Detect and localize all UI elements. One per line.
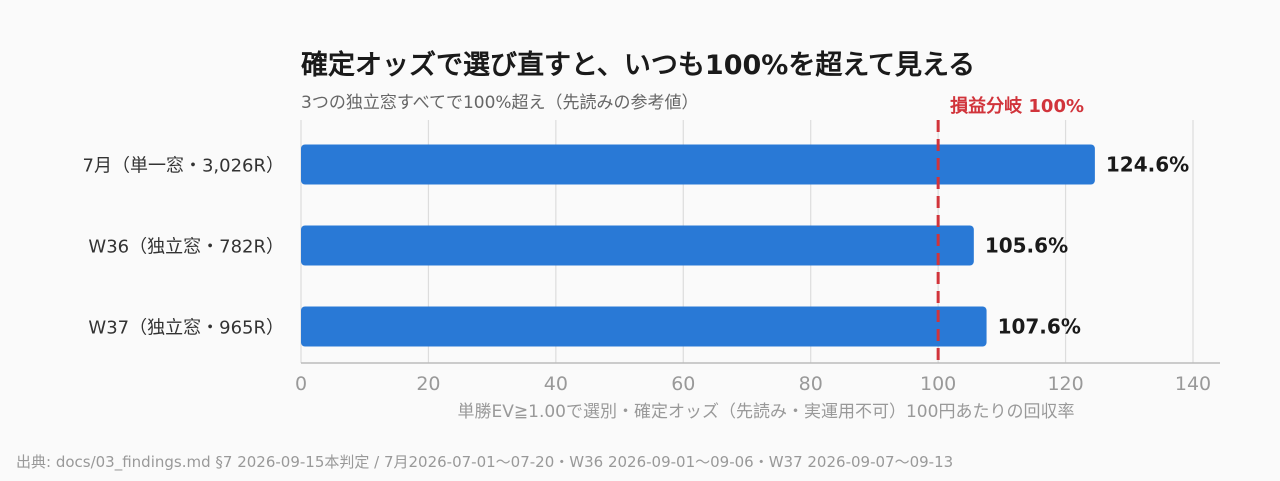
category-label: 7月（単一窓・3,026R）	[83, 156, 285, 177]
bar	[301, 225, 974, 266]
value-label: 107.6%	[998, 315, 1081, 339]
x-tick-label: 100	[920, 373, 956, 395]
source-note: 出典: docs/03_findings.md §7 2026-09-15本判定…	[16, 453, 953, 472]
chart-title: 確定オッズで選び直すと、いつも100%を超えて見える	[301, 49, 975, 81]
value-labels: 124.6% 105.6% 107.6%	[985, 153, 1189, 339]
value-label: 124.6%	[1106, 153, 1189, 177]
category-label: W36（独立窓・782R）	[88, 237, 284, 258]
x-tick-label: 60	[671, 373, 695, 395]
category-label: W37（独立窓・965R）	[88, 318, 284, 339]
x-tick-label: 40	[544, 373, 568, 395]
reference-line-group: 損益分岐 100%	[936, 95, 1084, 363]
x-tick-label: 0	[295, 373, 307, 395]
x-tick-label: 120	[1047, 373, 1083, 395]
x-tick-labels: 0 20 40 60 80 100 120 140	[295, 373, 1211, 395]
x-tick-label: 80	[799, 373, 823, 395]
x-tick-label: 140	[1175, 373, 1211, 395]
bar	[301, 144, 1095, 185]
chart-subtitle: 3つの独立窓すべてで100%超え（先読みの参考値）	[301, 93, 699, 113]
category-labels: 7月（単一窓・3,026R） W36（独立窓・782R） W37（独立窓・965R）	[83, 156, 285, 339]
x-tick-label: 20	[416, 373, 440, 395]
breakeven-label: 損益分岐 100%	[950, 95, 1084, 117]
bars-group	[301, 144, 1095, 347]
value-label: 105.6%	[985, 234, 1068, 258]
x-axis-label: 単勝EV≧1.00で選別・確定オッズ（先読み・実運用不可）100円あたりの回収率	[458, 402, 1075, 422]
bar	[301, 306, 987, 347]
